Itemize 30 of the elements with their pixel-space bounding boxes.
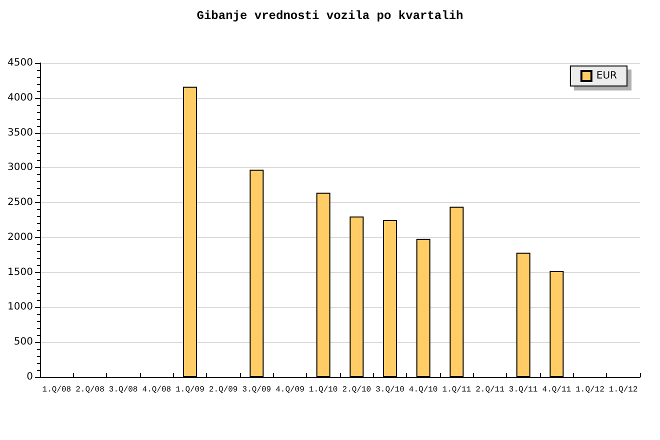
- y-tick-label: 4500: [8, 58, 33, 68]
- y-tick-label: 3000: [8, 162, 33, 174]
- y-tick-label: 1500: [8, 266, 33, 278]
- x-tick-label: 1.Q/10: [308, 386, 338, 394]
- x-tick-label: 3.Q/10: [376, 386, 405, 394]
- y-tick-label: 4000: [8, 92, 33, 104]
- x-tick-label: 1.Q/12: [576, 386, 605, 394]
- x-tick-label: 3.Q/09: [242, 386, 272, 394]
- x-tick-label: 4.Q/11: [542, 386, 572, 394]
- chart-title: Gibanje vrednosti vozila po kvartalih: [196, 9, 464, 23]
- legend-label: EUR: [596, 70, 618, 82]
- y-tick-label: 1000: [8, 302, 33, 313]
- x-tick-label: 2.Q/11: [476, 386, 505, 394]
- x-tick-label: 1.Q/08: [42, 386, 72, 394]
- x-tick-label: 1.Q/09: [176, 386, 205, 394]
- y-tick-label: 2500: [8, 197, 33, 208]
- x-tick-label: 4.Q/09: [276, 386, 305, 394]
- x-tick-label: 2.Q/10: [342, 386, 372, 394]
- x-tick-label: 2.Q/08: [76, 386, 105, 394]
- x-tick-label: 2.Q/09: [208, 386, 238, 394]
- y-tick-label: 500: [14, 336, 33, 348]
- y-tick-label: 2000: [8, 232, 33, 243]
- x-tick-label: 4.Q/08: [142, 386, 172, 394]
- y-tick-label: 0: [26, 372, 33, 382]
- x-tick-label: 3.Q/08: [108, 386, 138, 394]
- y-tick-label: 3500: [8, 127, 33, 138]
- x-tick-label: 1.Q/11: [442, 386, 472, 394]
- x-tick-label: 3.Q/11: [508, 386, 538, 394]
- x-tick-label: 1.Q/12: [608, 386, 638, 394]
- x-tick-label: 4.Q/10: [408, 386, 438, 394]
